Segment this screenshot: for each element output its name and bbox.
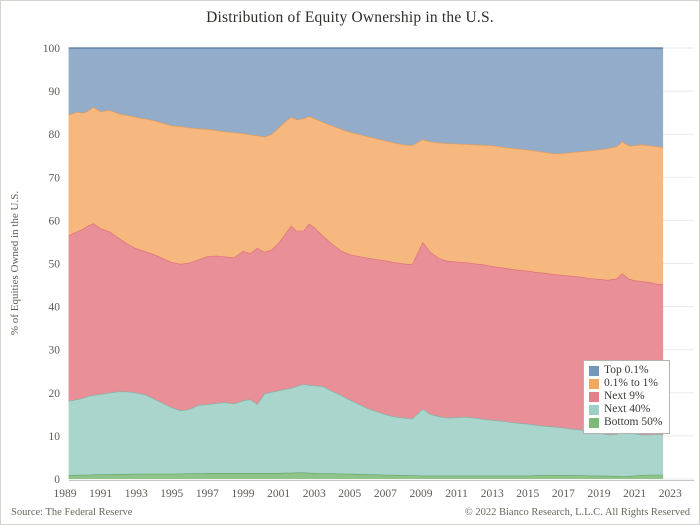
area-band-next-9 [68,223,664,435]
y-tick-label: 80 [49,129,61,141]
copyright-note: © 2022 Bianco Research, L.L.C. All Right… [464,507,690,518]
x-tick-label: 2015 [516,488,539,500]
y-axis-title: % of Equities Owned in the U.S. [9,190,21,336]
legend-swatch-bottom-50 [589,417,599,428]
x-tick-label: 1997 [196,488,219,500]
x-tick-label: 1991 [89,488,112,500]
x-tick-label: 1993 [125,488,148,500]
y-tick-label: 50 [49,259,61,271]
x-tick-label: 2017 [552,488,575,500]
legend-swatch-next-40 [589,404,599,415]
y-tick-label: 20 [49,388,61,400]
legend-label: 0.1% to 1% [604,377,658,389]
y-tick-label: 30 [49,345,61,357]
area-band-next-40 [68,384,664,477]
legend-item-bottom-50: Bottom 50% [589,416,663,429]
x-tick-label: 2009 [410,488,433,500]
x-tick-label: 2021 [623,488,646,500]
x-tick-label: 2005 [338,488,361,500]
legend-item-0-1-to-1: 0.1% to 1% [589,377,662,390]
area-band-top-0-1 [68,48,664,154]
legend-label: Bottom 50% [604,416,663,428]
x-tick-label: 1999 [232,488,255,500]
legend-swatch-0-1-to-1 [589,378,599,389]
legend-label: Top 0.1% [604,364,649,376]
chart-title: Distribution of Equity Ownership in the … [206,9,494,26]
area-band-0-1-to-1 [68,107,664,285]
x-tick-label: 2013 [481,488,504,500]
x-tick-label: 2003 [303,488,326,500]
x-tick-label: 2011 [445,488,468,500]
legend-item-next-9: Next 9% [589,390,662,403]
legend-item-top-0-1: Top 0.1% [589,364,662,377]
legend-item-next-40: Next 40% [589,403,662,416]
legend-swatch-top-0-1 [589,365,599,376]
x-tick-label: 2023 [659,488,682,500]
x-tick-label: 2019 [588,488,611,500]
legend-label: Next 9% [604,390,645,402]
x-tick-label: 2007 [374,488,397,500]
y-tick-label: 10 [49,431,61,443]
area-band-bottom-50 [68,472,664,479]
y-tick-label: 70 [49,172,61,184]
chart-legend: Top 0.1% 0.1% to 1% Next 9% Next 40% Bottom … [583,360,671,434]
source-note: Source: The Federal Reserve [11,507,133,518]
legend-swatch-next-9 [589,391,599,402]
y-tick-label: 60 [49,215,61,227]
x-tick-label: 1989 [54,488,77,500]
y-tick-label: 0 [54,474,60,486]
y-tick-label: 90 [49,86,61,98]
y-tick-label: 100 [43,43,61,55]
x-tick-label: 2001 [267,488,290,500]
x-tick-label: 1995 [160,488,183,500]
y-tick-label: 40 [49,302,61,314]
legend-label: Next 40% [604,403,651,415]
